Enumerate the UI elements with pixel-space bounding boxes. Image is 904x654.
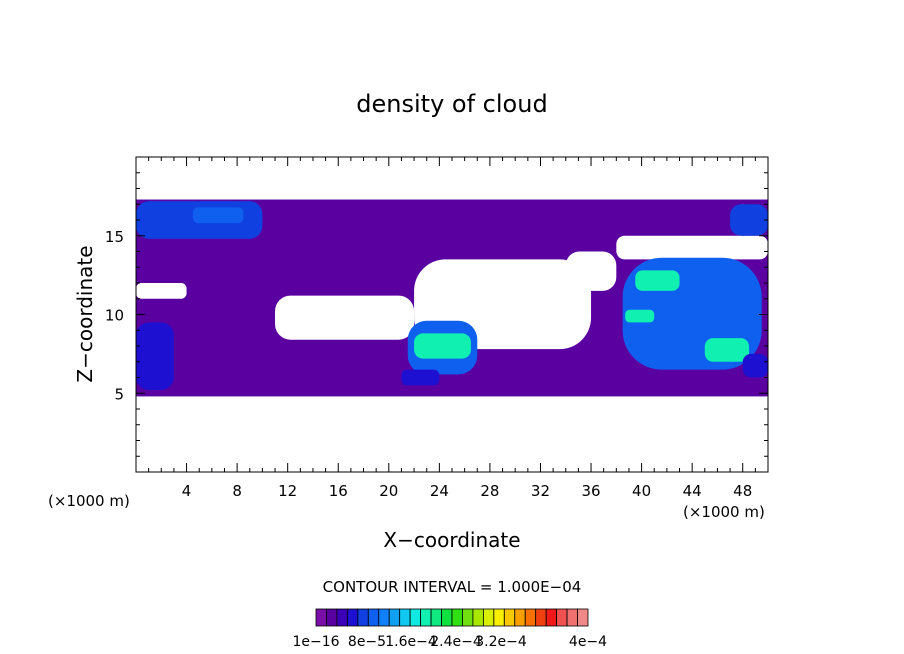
- x-axis-label: X−coordinate: [383, 528, 520, 552]
- contour-region-patch: [704, 338, 750, 362]
- contour-region-patch: [625, 309, 655, 323]
- x-tick-label: 16: [329, 482, 348, 500]
- x-tick-label: 12: [278, 482, 297, 500]
- colorbar-swatch: [566, 608, 578, 627]
- colorbar-swatch: [545, 608, 558, 627]
- contour-region-clear: [565, 251, 617, 291]
- x-tick-labels: 4 8 12 16 20 24 28 32 36 40 44 48: [182, 482, 752, 500]
- contour-region-patch: [730, 204, 768, 236]
- colorbar-swatch: [493, 608, 505, 627]
- colorbar-swatch: [409, 608, 422, 627]
- x-tick-label: 48: [733, 482, 752, 500]
- contour-region-patch: [635, 270, 680, 291]
- colorbar: [315, 608, 589, 627]
- colorbar-swatch: [535, 608, 547, 627]
- x-unit-left: (×1000 m): [48, 492, 130, 510]
- colorbar-swatch: [399, 608, 411, 627]
- contour-interval-text: CONTOUR INTERVAL = 1.000E−04: [323, 578, 582, 596]
- contour-region-patch: [414, 333, 471, 359]
- x-tick-label: 40: [632, 482, 651, 500]
- colorbar-swatch: [326, 608, 338, 627]
- colorbar-label: 2.4e−4: [430, 634, 482, 650]
- colorbar-swatch: [514, 608, 526, 627]
- colorbar-swatch: [462, 608, 474, 627]
- x-tick-label: 4: [182, 482, 192, 500]
- colorbar-swatch: [388, 608, 401, 627]
- axis-ticks: [135, 156, 769, 473]
- colorbar-swatch: [482, 608, 495, 627]
- chart-title: density of cloud: [356, 90, 547, 118]
- y-axis-label: Z−coordinate: [73, 245, 97, 382]
- colorbar-swatch: [430, 608, 442, 627]
- colorbar-swatch: [315, 608, 327, 627]
- x-tick-label: 36: [581, 482, 600, 500]
- colorbar-label: 1.6e−4: [385, 634, 437, 650]
- colorbar-swatch: [451, 608, 463, 627]
- contour-region-patch: [742, 353, 768, 378]
- contour-region-patch: [192, 207, 244, 224]
- colorbar-swatch: [524, 608, 537, 627]
- x-tick-label: 8: [232, 482, 242, 500]
- contour-region-clear: [616, 235, 768, 260]
- colorbar-swatch: [503, 608, 516, 627]
- colorbar-swatch: [420, 608, 432, 627]
- colorbar-labels: 1e−16 8e−5 1.6e−42.4e−43.2e−4 4e−4: [292, 634, 607, 650]
- colorbar-swatch: [346, 608, 359, 627]
- x-unit-right: (×1000 m): [683, 503, 765, 521]
- plot-area: [135, 156, 769, 473]
- x-tick-label: 24: [430, 482, 449, 500]
- colorbar-label: 8e−5: [348, 634, 386, 650]
- contour-region-clear: [275, 295, 415, 340]
- y-tick-label: 15: [105, 228, 124, 246]
- colorbar-swatch: [577, 608, 589, 627]
- colorbar-swatch: [472, 608, 484, 627]
- colorbar-label: 3.2e−4: [475, 634, 527, 650]
- colorbar-swatch: [357, 608, 369, 627]
- x-tick-label: 20: [379, 482, 398, 500]
- x-tick-label: 28: [480, 482, 499, 500]
- y-tick-label: 10: [105, 307, 124, 325]
- contour-region-clear: [136, 283, 187, 299]
- contour-field: [136, 199, 768, 397]
- contour-region-patch: [401, 369, 440, 386]
- contour-region-patch: [136, 322, 174, 391]
- colorbar-swatch: [556, 608, 568, 627]
- x-tick-label: 44: [683, 482, 702, 500]
- colorbar-label: 4e−4: [569, 634, 607, 650]
- y-tick-labels: 5 10 15: [105, 228, 124, 404]
- x-tick-label: 32: [531, 482, 550, 500]
- colorbar-swatch: [367, 608, 380, 627]
- colorbar-swatch: [336, 608, 348, 627]
- y-tick-label: 5: [114, 385, 124, 403]
- colorbar-label: 1e−16: [292, 634, 339, 650]
- colorbar-swatch: [378, 608, 390, 627]
- colorbar-swatch: [441, 608, 453, 627]
